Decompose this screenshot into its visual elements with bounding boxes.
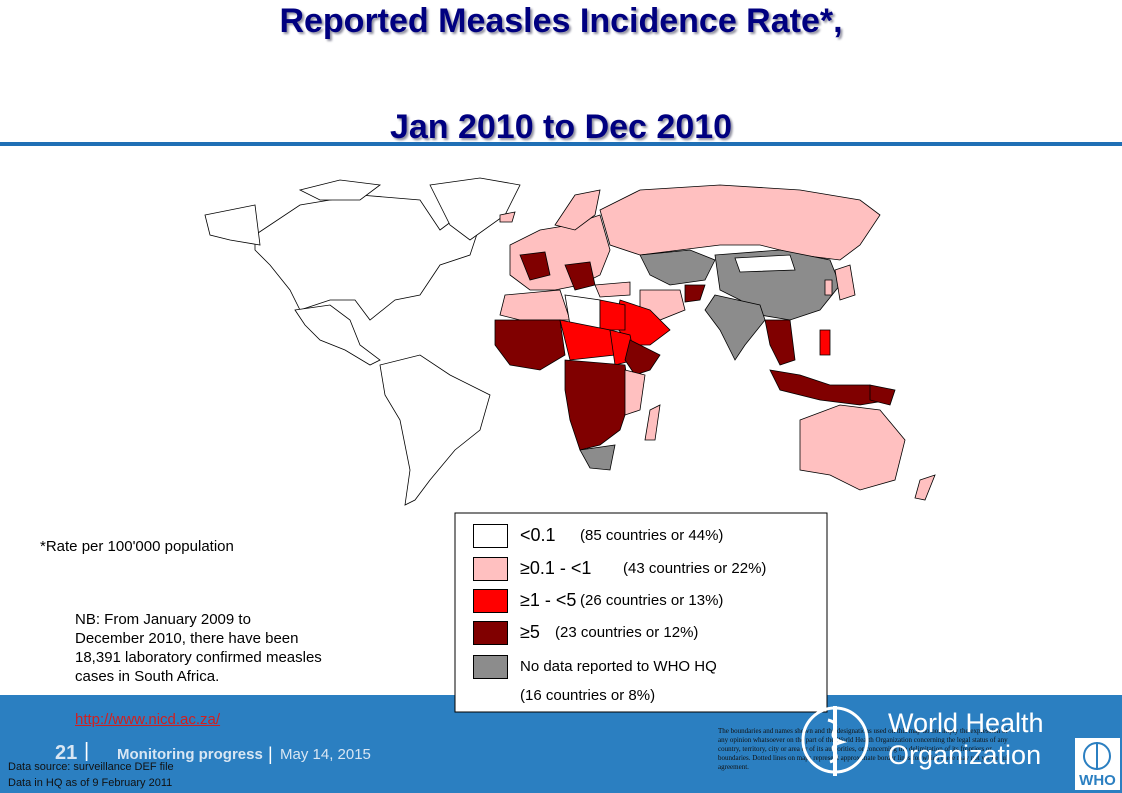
india (704, 294, 766, 361)
scandinavia (554, 189, 601, 231)
legend-swatch (473, 589, 508, 613)
disclaimer: The boundaries and names shown and the d… (718, 727, 1010, 771)
maghreb (499, 289, 571, 321)
date: May 14, 2015 (280, 746, 371, 763)
data-source: Data in HQ as of 9 February 2011 (8, 777, 173, 789)
southeast-asia (764, 319, 796, 366)
legend-box (454, 512, 828, 713)
southern-africa (579, 444, 616, 471)
afghanistan (684, 284, 706, 303)
nb-line: December 2010, there have been (75, 630, 299, 647)
separator: | (268, 744, 273, 764)
legend-label: No data reported to WHO HQ (520, 658, 717, 675)
west-africa (494, 319, 566, 371)
central-africa (564, 359, 631, 451)
papua-new-guinea (869, 384, 896, 406)
legend-note: (23 countries or 12%) (555, 624, 699, 641)
nb-line: NB: From January 2009 to (75, 611, 251, 628)
nb-line: 18,391 laboratory confirmed measles (75, 649, 322, 666)
legend-label: ≥1 - <5 (520, 590, 577, 610)
arctic-islands (298, 179, 382, 201)
alaska (204, 204, 261, 246)
footnote: *Rate per 100'000 population (40, 538, 234, 555)
madagascar (644, 404, 661, 441)
legend-swatch (473, 524, 508, 548)
western-europe (519, 251, 551, 281)
new-zealand (914, 474, 936, 501)
philippines (819, 329, 831, 356)
korea (824, 279, 833, 296)
east-africa (624, 369, 646, 416)
who-emblem (801, 706, 869, 776)
legend-label: ≥5 (520, 622, 540, 642)
iceland (499, 211, 516, 223)
legend-label: <0.1 (520, 525, 556, 545)
section: Monitoring progress (117, 746, 263, 763)
legend-note: (43 countries or 22%) (623, 560, 767, 577)
legend-swatch (473, 621, 508, 645)
horn-of-africa (624, 339, 661, 376)
who-text: WHO (1079, 772, 1116, 789)
link[interactable]: http://www.nicd.ac.za/ (75, 711, 221, 728)
legend-swatch (473, 655, 508, 679)
legend-note: (26 countries or 13%) (580, 592, 724, 609)
legend-label: ≥0.1 - <1 (520, 558, 592, 578)
russia (599, 184, 881, 261)
australia (799, 404, 906, 491)
title-line: Jan 2010 to Dec 2010 (389, 108, 733, 146)
greenland (429, 177, 521, 241)
separator: | (84, 740, 90, 762)
legend-note: (85 countries or 44%) (580, 527, 724, 544)
title-line: Reported Measles Incidence Rate*, (279, 2, 843, 40)
data-source: Data source: surveillance DEF file (8, 761, 174, 773)
kazakhstan (639, 249, 716, 286)
japan (834, 264, 856, 301)
title-rule (0, 142, 1122, 146)
legend-swatch (473, 557, 508, 581)
turkey (594, 281, 631, 298)
south-america (379, 354, 491, 506)
legend-note: (16 countries or 8%) (520, 687, 656, 704)
central-america (294, 304, 381, 366)
nb-line: cases in South Africa. (75, 668, 220, 685)
egypt (599, 299, 626, 331)
org-name: Organization (888, 740, 1042, 770)
who-logo: WHO (1075, 738, 1120, 790)
north-america (254, 194, 481, 321)
org-name: World Health (888, 708, 1044, 738)
mongolia (734, 254, 796, 273)
page-number: 21 (55, 742, 78, 764)
who-logo-emblem (1083, 742, 1111, 770)
